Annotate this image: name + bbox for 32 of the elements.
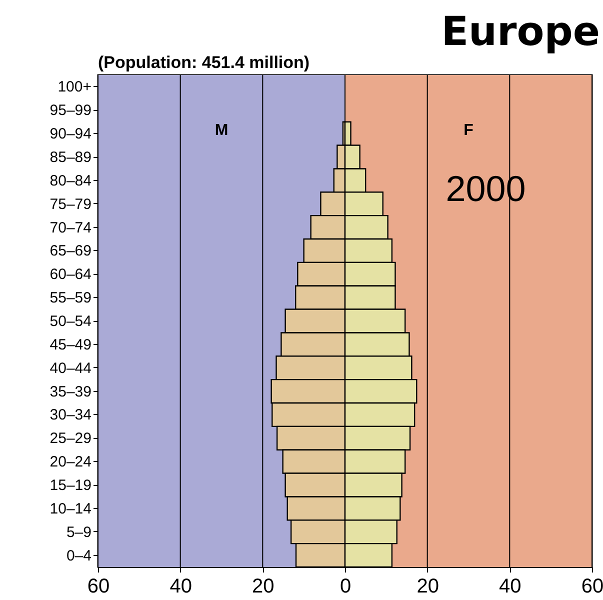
y-tick-label: 65–69 bbox=[50, 242, 92, 260]
y-tick-label: 0–4 bbox=[66, 547, 92, 564]
y-tick-label: 70–74 bbox=[50, 219, 92, 236]
y-tick-label: 75–79 bbox=[50, 196, 92, 213]
y-tick-label: 85–89 bbox=[50, 149, 92, 166]
x-tick-label: 40 bbox=[499, 576, 522, 598]
y-tick-label: 50–54 bbox=[50, 313, 92, 330]
x-tick-label: 20 bbox=[252, 576, 274, 598]
x-tick-label: 60 bbox=[581, 576, 603, 598]
y-tick-label: 95–99 bbox=[50, 102, 92, 120]
y-tick-label: 55–59 bbox=[50, 290, 92, 307]
band-label: F bbox=[464, 122, 474, 139]
y-tick-label: 60–64 bbox=[50, 266, 92, 284]
x-tick-label: 20 bbox=[416, 576, 439, 598]
chart-subtitle: (Population: 451.4 million) bbox=[98, 53, 310, 72]
y-tick-label: 45–49 bbox=[50, 336, 92, 354]
y-tick-label: 100+ bbox=[58, 78, 92, 96]
y-tick-label: 25–29 bbox=[50, 430, 92, 448]
y-tick-label: 15–19 bbox=[50, 477, 92, 494]
y-tick-label: 80–84 bbox=[50, 172, 92, 190]
y-tick-label: 5–9 bbox=[66, 524, 92, 541]
y-tick-label: 40–44 bbox=[50, 360, 92, 377]
y-tick-label: 30–34 bbox=[50, 406, 92, 424]
chart-title: Europe bbox=[441, 9, 600, 55]
y-tick-label: 90–94 bbox=[50, 126, 92, 143]
x-tick-label: 60 bbox=[87, 576, 110, 598]
y-tick-label: 10–14 bbox=[50, 500, 92, 518]
y-tick-label: 35–39 bbox=[50, 383, 92, 400]
x-tick-label: 0 bbox=[340, 576, 352, 598]
x-tick-label: 40 bbox=[170, 576, 192, 598]
y-tick-label: 20–24 bbox=[50, 454, 92, 471]
band-label: M bbox=[214, 122, 228, 139]
